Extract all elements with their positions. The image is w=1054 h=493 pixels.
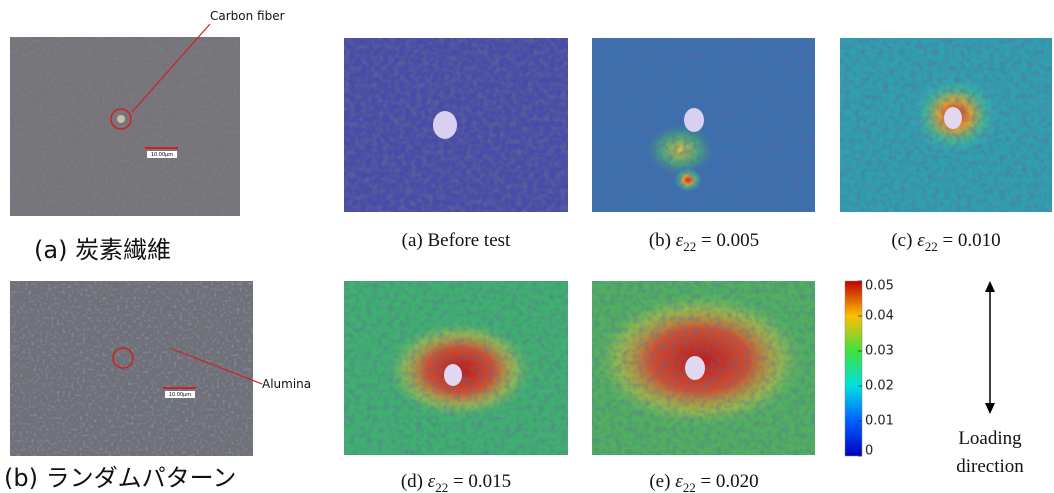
micrograph-carbon: [10, 24, 240, 216]
caption-value: = 0.005: [696, 230, 759, 251]
strain-map: [344, 38, 568, 212]
scale-label: 10.00μm: [151, 152, 173, 158]
strain-map: [840, 38, 1052, 212]
colorbar-tick-label: 0.03: [865, 344, 894, 359]
colorbar-tick-label: 0.05: [865, 279, 894, 294]
strain-map: [344, 281, 568, 455]
strain-map: [590, 281, 815, 455]
colorbar: [845, 281, 862, 456]
colorbar-tick-label: 0.02: [865, 379, 894, 394]
caption-value: = 0.015: [448, 471, 511, 492]
colorbar-tick-label: 0: [865, 444, 873, 459]
caption: (a) Before test: [402, 230, 511, 251]
caption: (b) ランダムパターン: [4, 464, 236, 492]
subscript: 22: [683, 480, 696, 493]
caption: (b) ε22 = 0.005: [649, 230, 759, 254]
micrograph-alumina: [10, 281, 262, 456]
caption: (c) ε22 = 0.010: [891, 230, 1000, 254]
subscript: 22: [683, 239, 696, 254]
caption-value: = 0.010: [938, 230, 1001, 251]
scale-label: 10.00μm: [169, 392, 191, 398]
loading-arrow: [985, 281, 995, 414]
caption-prefix: (c): [891, 230, 917, 251]
figure: Carbon fiber 10.00μm (a) 炭素繊維 Alumina 10…: [0, 0, 1054, 493]
loading-label: Loading: [958, 428, 1022, 449]
annotation: Carbon fiber: [210, 9, 285, 23]
caption-prefix: (d): [401, 471, 428, 492]
caption: (d) ε22 = 0.015: [401, 471, 511, 493]
caption: (e) ε22 = 0.020: [649, 471, 758, 493]
caption-value: = 0.020: [696, 471, 759, 492]
annotation: Alumina: [262, 377, 311, 391]
subscript: 22: [435, 480, 448, 493]
caption: (a) 炭素繊維: [34, 236, 171, 264]
caption-prefix: (e): [649, 471, 675, 492]
subscript: 22: [925, 239, 938, 254]
strain-map: [592, 38, 815, 212]
caption-prefix: (b): [649, 230, 676, 251]
colorbar-tick-label: 0.01: [865, 414, 894, 429]
loading-label: direction: [956, 456, 1024, 477]
colorbar-tick-label: 0.04: [865, 309, 894, 324]
